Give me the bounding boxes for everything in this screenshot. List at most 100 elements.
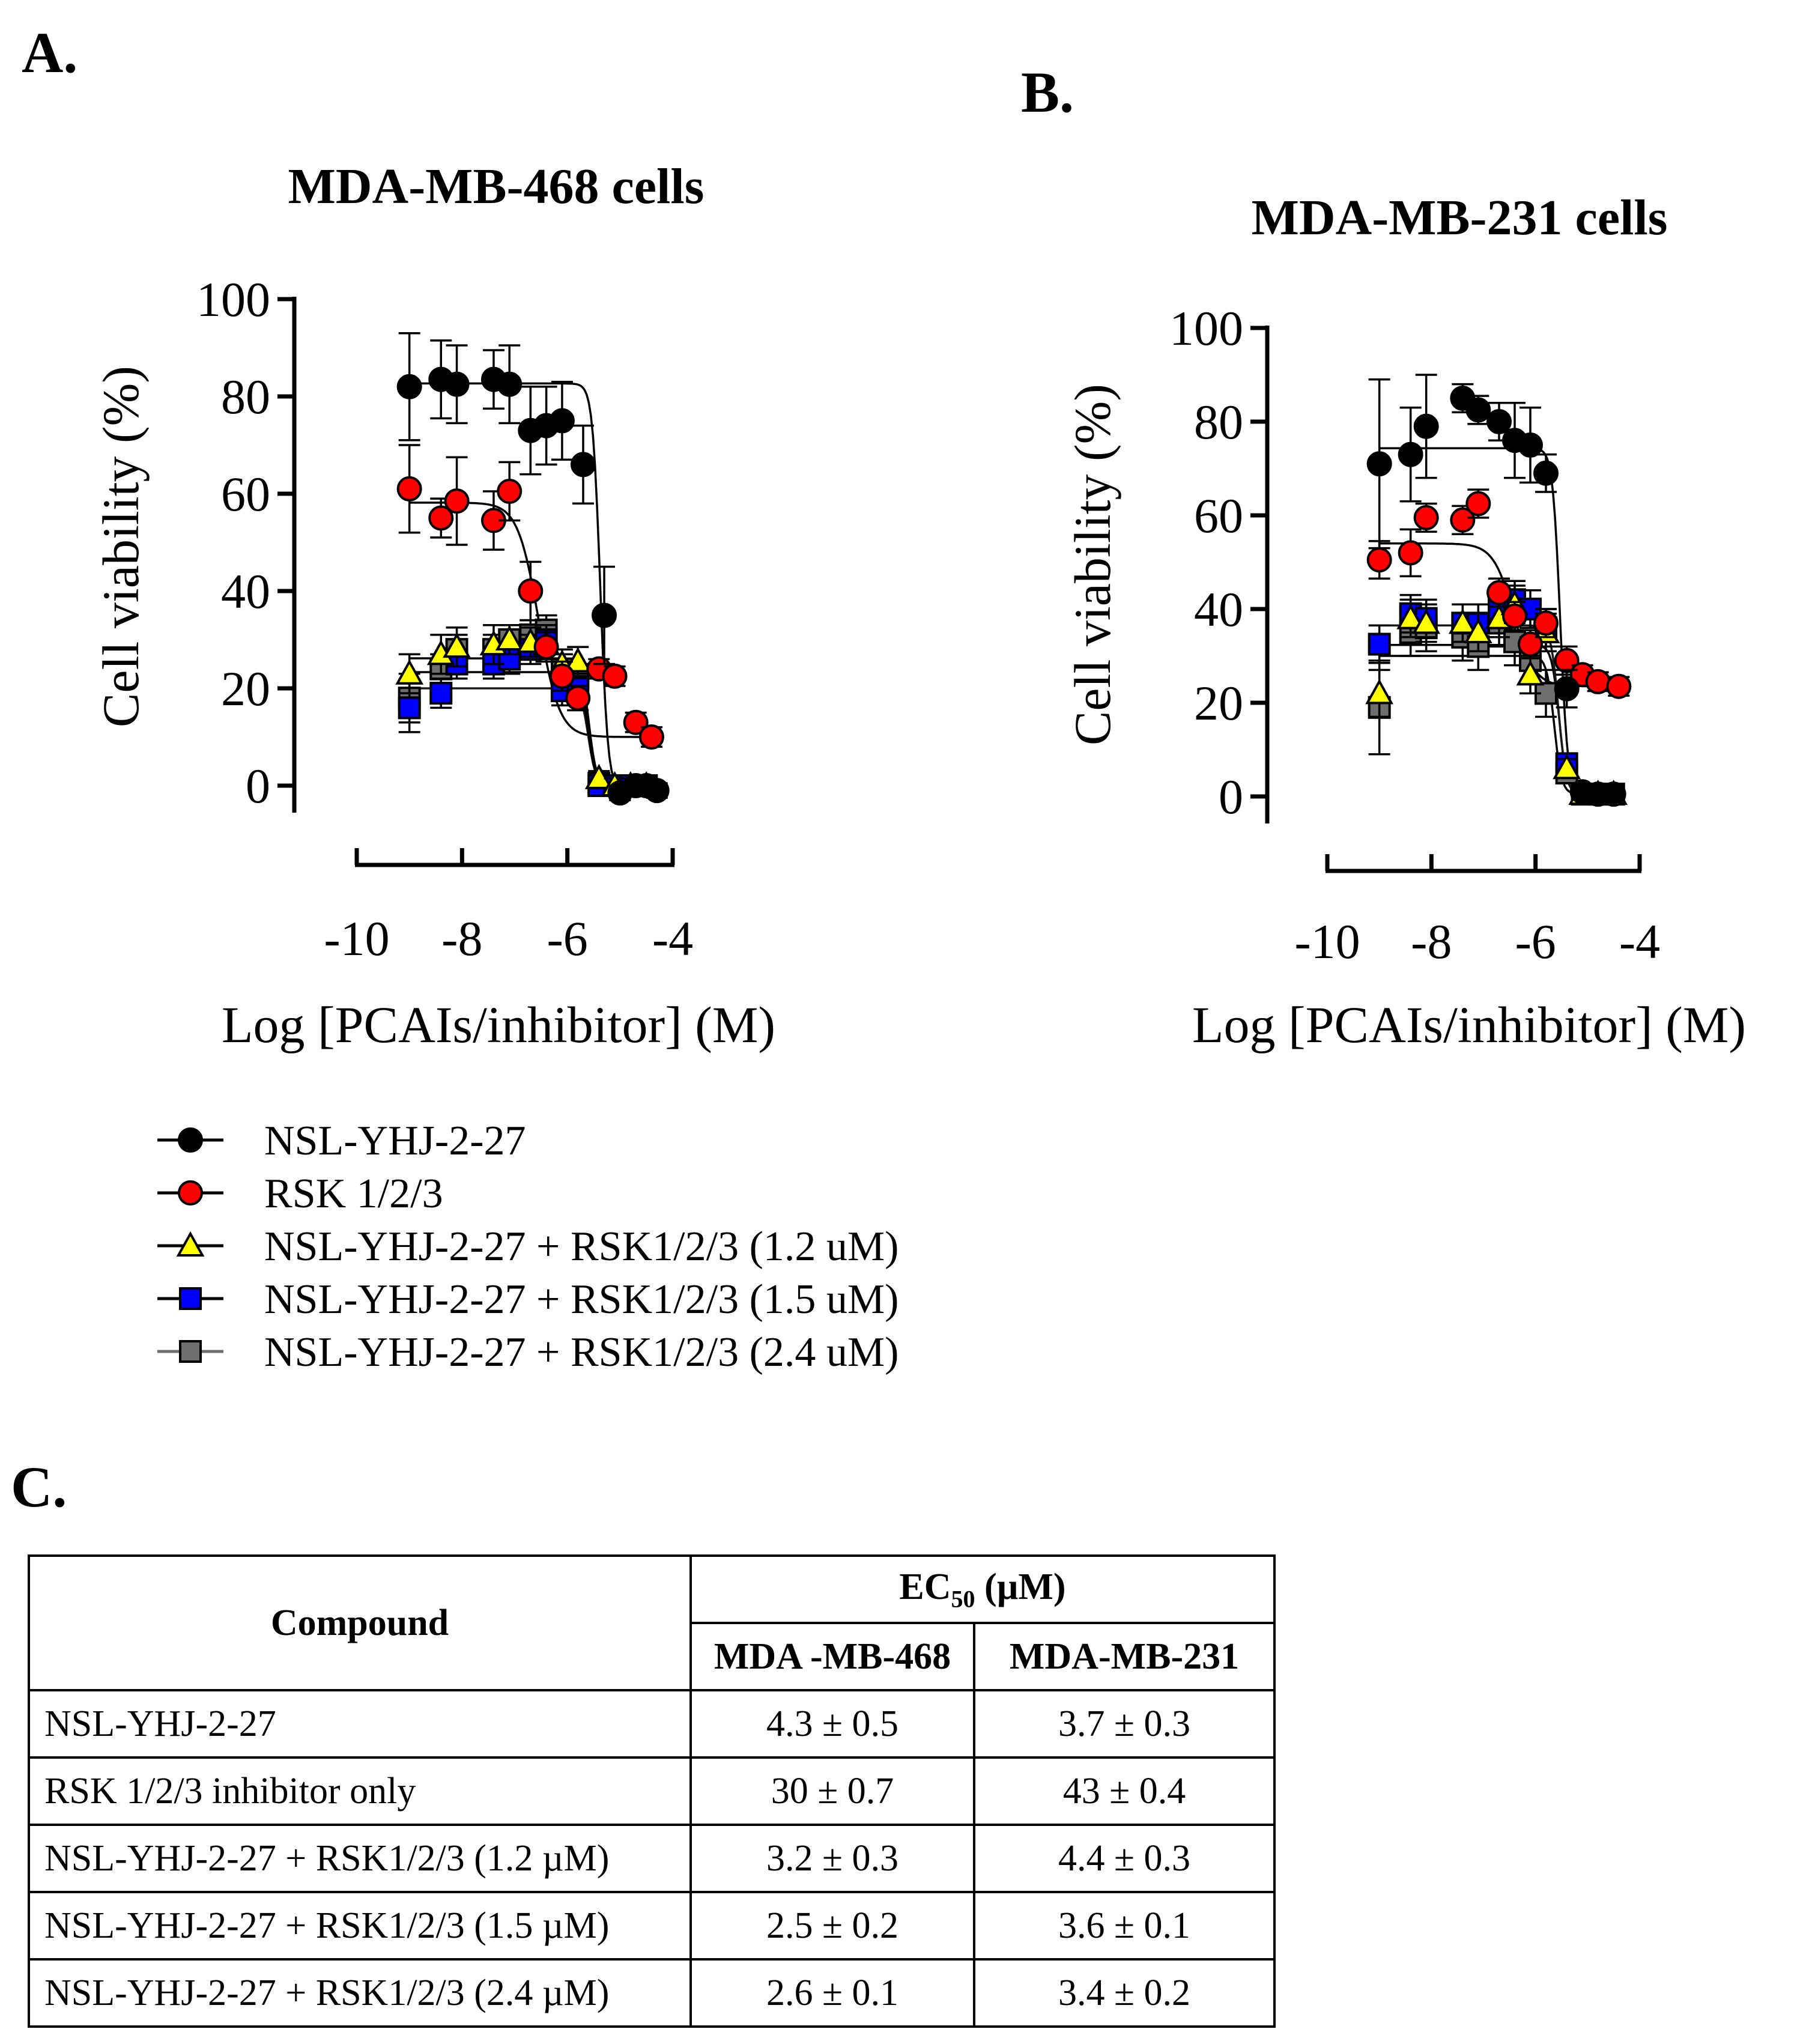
data-point xyxy=(584,763,613,789)
legend-item: NSL-YHJ-2-27 + RSK1/2/3 (1.2 uM) xyxy=(157,1224,898,1270)
mb231-cell: 3.4 ± 0.2 xyxy=(973,1958,1276,2028)
panel-c-label: C. xyxy=(11,1455,67,1519)
ec50-header-prefix: EC xyxy=(899,1566,951,1607)
data-point xyxy=(1368,632,1391,656)
y-tick-label: 80 xyxy=(1194,395,1243,449)
series-0 xyxy=(396,332,670,806)
legend-label: NSL-YHJ-2-27 xyxy=(264,1118,526,1164)
x-tick-label: -8 xyxy=(441,911,482,966)
table-subheader-row: MDA -MB-468 MDA-MB-231 xyxy=(29,1622,1276,1691)
legend-label: NSL-YHJ-2-27 + RSK1/2/3 (2.4 uM) xyxy=(264,1329,898,1375)
data-point xyxy=(1533,610,1559,636)
data-point xyxy=(444,371,470,397)
x-tick-label: -6 xyxy=(1515,914,1556,969)
chart-b-title: MDA-MB-231 cells xyxy=(1252,190,1668,246)
compound-cell: NSL-YHJ-2-27 + RSK1/2/3 (1.5 µM) xyxy=(28,1891,692,1961)
data-point xyxy=(497,371,523,397)
chart-b-y-axis-label: Cell viability (%) xyxy=(1064,384,1121,745)
data-point xyxy=(1413,413,1439,439)
data-point xyxy=(396,476,422,502)
panel-a-label: A. xyxy=(22,20,77,85)
data-point xyxy=(1448,608,1477,634)
data-point xyxy=(1516,660,1545,686)
data-point xyxy=(1396,604,1425,629)
compound-cell: NSL-YHJ-2-27 + RSK1/2/3 (1.2 µM) xyxy=(28,1824,692,1893)
y-tick-label: 40 xyxy=(1194,582,1243,637)
data-point xyxy=(1412,608,1441,634)
legend-item: NSL-YHJ-2-27 xyxy=(157,1118,526,1164)
data-point xyxy=(444,488,470,514)
data-point xyxy=(1398,540,1423,566)
data-point xyxy=(1398,441,1423,467)
data-point xyxy=(1601,781,1626,807)
compound-header: Compound xyxy=(28,1554,692,1691)
compound-cell: RSK 1/2/3 inhibitor only xyxy=(28,1756,692,1826)
legend-label: NSL-YHJ-2-27 + RSK1/2/3 (1.2 uM) xyxy=(264,1224,898,1270)
y-tick-label: 60 xyxy=(1194,488,1243,543)
mb231-cell: 3.7 ± 0.3 xyxy=(973,1689,1276,1759)
chart-b-marks xyxy=(1365,374,1632,807)
data-point xyxy=(1518,432,1543,458)
ec50-header: EC50 (µM) xyxy=(689,1554,1276,1624)
legend-label: RSK 1/2/3 xyxy=(264,1171,443,1217)
chart-a-axes: 0 20 40 60 80 100 -10 -8 -6 -4 xyxy=(196,272,693,966)
data-point xyxy=(1606,673,1632,699)
chart-b-x-axis-label: Log [PCAIs/inhibitor] (M) xyxy=(1192,996,1746,1054)
legend-marker xyxy=(178,1180,203,1205)
series-2 xyxy=(395,623,661,796)
chart-b-axes: 0 20 40 60 80 100 -10 -8 -6 -4 xyxy=(1169,301,1660,969)
y-tick-label: 80 xyxy=(221,369,270,424)
y-tick-label: 0 xyxy=(1219,769,1243,824)
data-point xyxy=(1553,754,1581,780)
mb468-cell: 4.3 ± 0.5 xyxy=(689,1689,975,1759)
data-point xyxy=(428,505,454,531)
legend-label: NSL-YHJ-2-27 + RSK1/2/3 (1.5 uM) xyxy=(264,1276,898,1323)
legend-marker xyxy=(179,1340,202,1363)
legend-marker xyxy=(176,1231,205,1257)
fit-curve xyxy=(1379,624,1614,795)
data-point xyxy=(497,478,523,504)
data-point xyxy=(533,634,559,660)
col-mdamb468-header: MDA -MB-468 xyxy=(689,1622,975,1691)
data-point xyxy=(602,663,628,689)
x-tick-label: -4 xyxy=(1619,914,1660,969)
panel-b-label: B. xyxy=(1021,60,1074,124)
x-tick-label: -10 xyxy=(1294,914,1360,969)
data-point xyxy=(1465,491,1491,517)
ec50-header-suffix: (µM) xyxy=(975,1566,1066,1607)
compound-cell: NSL-YHJ-2-27 + RSK1/2/3 (2.4 µM) xyxy=(28,1958,692,2028)
series-4 xyxy=(1368,598,1625,806)
legend-item: NSL-YHJ-2-27 + RSK1/2/3 (1.5 uM) xyxy=(157,1276,898,1323)
data-point xyxy=(638,724,664,750)
y-tick-label: 20 xyxy=(221,661,270,716)
data-point xyxy=(565,685,591,711)
chart-a-x-axis-label: Log [PCAIs/inhibitor] (M) xyxy=(222,996,775,1054)
ec50-header-subscript: 50 xyxy=(951,1585,975,1613)
data-point xyxy=(1554,676,1580,702)
data-point xyxy=(1533,460,1559,486)
chart-a-marks xyxy=(395,332,670,806)
data-point xyxy=(570,452,596,478)
data-point xyxy=(1486,580,1512,605)
x-tick-label: -6 xyxy=(547,911,588,966)
mb468-cell: 3.2 ± 0.3 xyxy=(689,1824,975,1893)
mb468-cell: 2.6 ± 0.1 xyxy=(689,1958,975,2028)
series-1 xyxy=(396,444,664,750)
table-header-row: Compound EC50 (µM) xyxy=(28,1554,1276,1691)
x-tick-label: -10 xyxy=(324,911,389,966)
legend-item: NSL-YHJ-2-27 + RSK1/2/3 (2.4 uM) xyxy=(157,1329,898,1375)
table-row: NSL-YHJ-2-27 + RSK1/2/3 (1.5 µM) 2.5 ± 0… xyxy=(28,1891,1276,1961)
data-point xyxy=(1486,409,1512,434)
y-tick-label: 100 xyxy=(1169,301,1243,356)
mb468-cell: 2.5 ± 0.2 xyxy=(689,1891,975,1961)
mb468-cell: 30 ± 0.7 xyxy=(689,1756,975,1826)
mb231-cell: 43 ± 0.4 xyxy=(973,1756,1276,1826)
y-tick-label: 0 xyxy=(246,759,270,813)
data-point xyxy=(1465,397,1491,423)
chart-a-y-axis-label: Cell viability (%) xyxy=(92,366,150,727)
x-tick-label: -4 xyxy=(652,911,693,966)
figure-canvas: A. MDA-MB-468 cells 0 20 40 60 80 100 -10 -8 -6 -… xyxy=(22,20,1746,1375)
compound-cell: NSL-YHJ-2-27 xyxy=(28,1689,692,1759)
x-tick-label: -8 xyxy=(1411,914,1452,969)
mb231-cell: 3.6 ± 0.1 xyxy=(973,1891,1276,1961)
